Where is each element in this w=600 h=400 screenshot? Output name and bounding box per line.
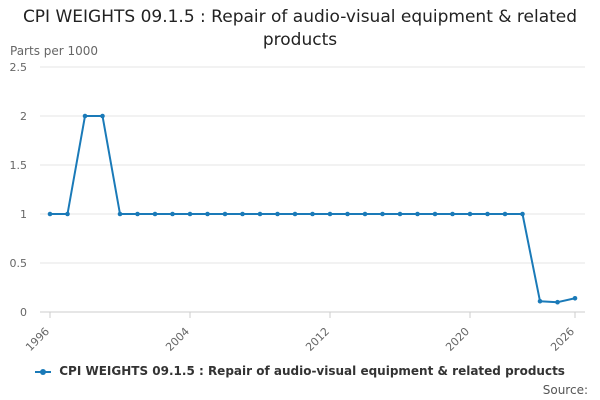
data-point (117, 211, 123, 217)
data-point (520, 211, 525, 217)
data-point (135, 211, 140, 217)
y-tick-label: 2 (20, 110, 27, 123)
data-point (502, 211, 508, 217)
y-tick-label: 2.5 (10, 61, 28, 74)
legend-label: CPI WEIGHTS 09.1.5 : Repair of audio-vis… (59, 364, 565, 378)
y-tick-label: 1.5 (10, 159, 28, 172)
data-point (345, 211, 350, 217)
x-tick-label: 2020 (443, 325, 472, 354)
y-tick-label: 0 (20, 306, 27, 319)
data-point (222, 211, 228, 217)
data-point (257, 211, 263, 217)
data-point (432, 211, 438, 217)
data-point (467, 211, 473, 217)
data-point (485, 211, 490, 217)
data-point (292, 211, 298, 217)
data-point (327, 211, 333, 217)
y-axis-label: Parts per 1000 (10, 44, 99, 58)
x-tick-label: 2004 (163, 325, 192, 354)
legend[interactable]: CPI WEIGHTS 09.1.5 : Repair of audio-vis… (0, 364, 600, 378)
x-tick-label: 1996 (23, 325, 52, 354)
data-point (310, 211, 315, 217)
data-point (275, 211, 280, 217)
data-point (82, 113, 88, 119)
data-point (380, 211, 385, 217)
data-point (170, 211, 175, 217)
x-tick-labels: 1996 2004 2012 2020 2026 (23, 325, 577, 354)
data-point (555, 299, 560, 305)
y-tick-label: 1 (20, 208, 27, 221)
data-point (65, 211, 70, 217)
data-point (187, 211, 193, 217)
data-point (450, 211, 455, 217)
data-point (152, 211, 158, 217)
data-point (240, 211, 245, 217)
data-point (397, 211, 403, 217)
x-tick-label: 2026 (548, 325, 577, 354)
source-label: Source: (542, 383, 588, 397)
data-point (415, 211, 420, 217)
x-tick-label: 2012 (303, 325, 332, 354)
data-point (537, 298, 543, 304)
data-point (47, 211, 53, 217)
data-point (572, 295, 578, 301)
y-tick-labels: 0 0.5 1 1.5 2 2.5 (10, 61, 28, 319)
data-point (362, 211, 368, 217)
y-tick-label: 0.5 (10, 257, 28, 270)
chart-title: CPI WEIGHTS 09.1.5 : Repair of audio-vis… (22, 7, 578, 50)
legend-swatch-icon (35, 366, 52, 378)
gridlines (40, 66, 585, 318)
data-point (205, 211, 210, 217)
data-point (100, 113, 105, 119)
series-line (50, 115, 576, 304)
series-group (47, 113, 578, 305)
